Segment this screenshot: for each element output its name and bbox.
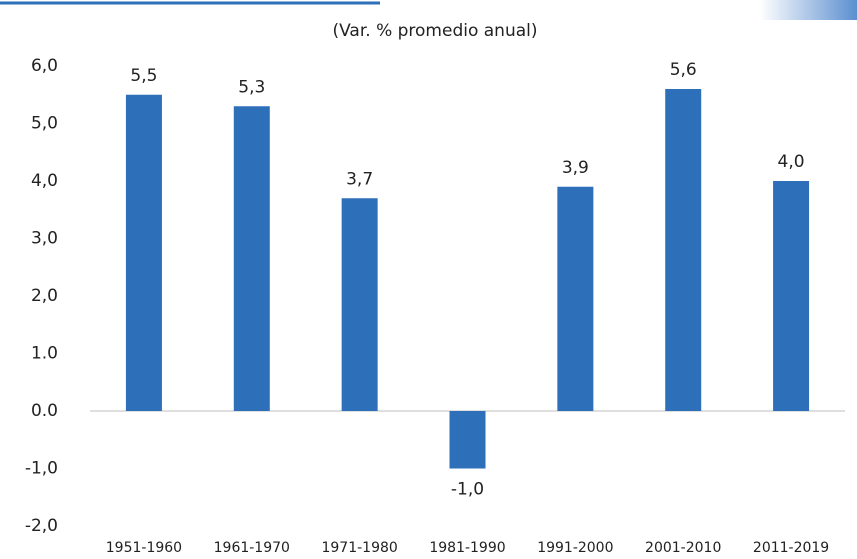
x-tick-label: 1991-2000 bbox=[537, 540, 613, 556]
bar bbox=[773, 181, 810, 411]
bar bbox=[125, 94, 162, 411]
x-tick-label: 2001-2010 bbox=[645, 540, 721, 556]
x-tick-label: 1981-1990 bbox=[429, 540, 505, 556]
bar bbox=[341, 198, 378, 411]
x-tick-label: 1961-1970 bbox=[214, 540, 290, 556]
chart-subtitle: (Var. % promedio anual) bbox=[332, 21, 537, 41]
x-tick-label: 1951-1960 bbox=[106, 540, 182, 556]
value-label: 3,9 bbox=[562, 158, 589, 178]
y-tick-label: 1.0 bbox=[31, 344, 58, 364]
x-tick-label: 2011-2019 bbox=[753, 540, 829, 556]
y-tick-label: 4,0 bbox=[31, 171, 58, 191]
y-tick-label: -2,0 bbox=[25, 516, 58, 536]
value-label: 4,0 bbox=[778, 152, 805, 172]
bar bbox=[233, 106, 270, 411]
bar bbox=[557, 186, 594, 411]
value-label: 5,3 bbox=[238, 77, 265, 97]
bar bbox=[665, 89, 702, 411]
y-tick-label: 5,0 bbox=[31, 114, 58, 134]
value-label: 3,7 bbox=[346, 169, 373, 189]
y-tick-label: 2,0 bbox=[31, 286, 58, 306]
value-label: 5,5 bbox=[130, 66, 157, 86]
value-label: 5,6 bbox=[670, 60, 697, 80]
y-tick-label: -1,0 bbox=[25, 459, 58, 479]
y-tick-label: 3,0 bbox=[31, 229, 58, 249]
header-decoration bbox=[760, 0, 857, 20]
y-tick-label: 6,0 bbox=[31, 56, 58, 76]
y-tick-label: 0.0 bbox=[31, 401, 58, 421]
x-tick-label: 1971-1980 bbox=[321, 540, 397, 556]
value-label: -1,0 bbox=[451, 480, 484, 500]
bar bbox=[449, 411, 486, 469]
